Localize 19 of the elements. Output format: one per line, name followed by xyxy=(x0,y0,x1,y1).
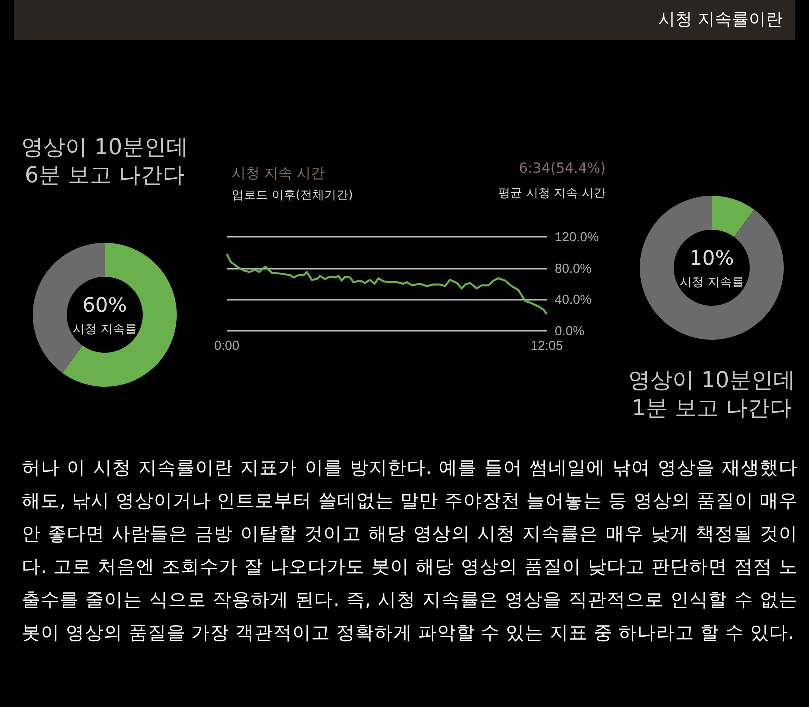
line-series xyxy=(226,253,548,316)
text: 평균 시청 지속 시간 xyxy=(498,186,606,200)
text: 시청 지속률 xyxy=(73,322,137,336)
text: 시청 지속률 xyxy=(680,275,744,289)
y-tick-label: 120.0% xyxy=(555,230,600,244)
data-label: 60% xyxy=(82,293,128,317)
text: 허나 이 시청 지속률이란 지표가 이를 방지한다. 예를 들어 썸네일에 낚여 영상을 재생했다 해도, 낚시 영상이거나 인트로부터 쓸데없는 말만 주야장천 늘어놓는 등 영상의 품질이 매우 안 좋다면 사람들은 금방 이탈할 것이고 해당 영상의 시청 지속률은 매우 낮게 책정될 것이다. 고로 처음엔 조회수가 잘 나오다가도 봇이 해당 영상의 품질이 낮다고 판단하면 점점 노출수를 줄이는 식으로 작용하게 된다. 즉, 시청 지속률은 영상을 직관적으로 인식할 수 없는 봇이 영상의 품질을 가장 객관적이고 정확하게 파악할 수 있는 지표 중 하나라고 할 수 있다. xyxy=(22,457,798,646)
text: 영상이 10분인데 1분 보고 나간다 xyxy=(628,368,796,422)
y-tick-label: 80.0% xyxy=(555,260,592,276)
chart-subtitle: 업로드 이후(전체기간) xyxy=(232,188,354,202)
chart-title: 영상이 10분인데 6분 보고 나간다 xyxy=(22,136,188,188)
text: 6:34(54.4%) xyxy=(519,161,606,177)
data-label: 10% xyxy=(690,246,734,270)
y-tick-label: 0.0% xyxy=(555,324,586,338)
y-tick-label: 40.0% xyxy=(555,292,592,308)
text: 시청 지속률이란 xyxy=(14,0,795,40)
chart-title: 시청 지속 시간 xyxy=(232,166,325,182)
x-tick-label: 12:05 xyxy=(530,338,564,353)
x-tick-label: 0:00 xyxy=(214,338,240,353)
